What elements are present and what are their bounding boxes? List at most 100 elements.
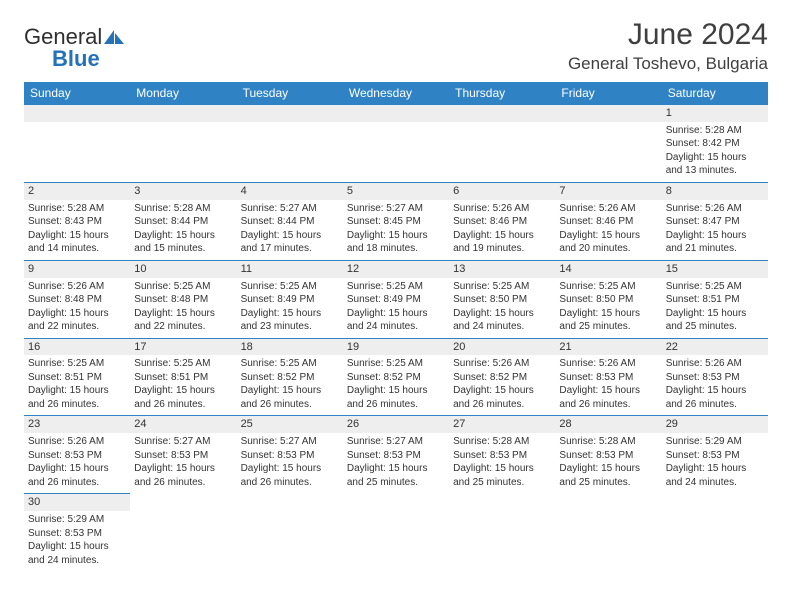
day-cell	[343, 511, 449, 571]
day-cell: Sunrise: 5:26 AMSunset: 8:52 PMDaylight:…	[449, 355, 555, 416]
day-details: Sunrise: 5:29 AMSunset: 8:53 PMDaylight:…	[28, 513, 126, 567]
day-cell: Sunrise: 5:26 AMSunset: 8:53 PMDaylight:…	[662, 355, 768, 416]
daynum-cell	[24, 105, 130, 122]
daynum-cell: 29	[662, 416, 768, 433]
day-details: Sunrise: 5:26 AMSunset: 8:53 PMDaylight:…	[28, 435, 126, 489]
daynum-cell: 24	[130, 416, 236, 433]
day-cell	[130, 511, 236, 571]
day-details: Sunrise: 5:27 AMSunset: 8:53 PMDaylight:…	[241, 435, 339, 489]
daynum-cell: 4	[237, 182, 343, 199]
day-details: Sunrise: 5:25 AMSunset: 8:51 PMDaylight:…	[666, 280, 764, 334]
dayname-saturday: Saturday	[662, 82, 768, 105]
day-cell: Sunrise: 5:27 AMSunset: 8:53 PMDaylight:…	[237, 433, 343, 494]
daynum-cell: 9	[24, 260, 130, 277]
daynum-cell: 13	[449, 260, 555, 277]
daynum-cell: 27	[449, 416, 555, 433]
dayname-sunday: Sunday	[24, 82, 130, 105]
week-3-daynums: 16171819202122	[24, 338, 768, 355]
day-cell: Sunrise: 5:26 AMSunset: 8:46 PMDaylight:…	[449, 200, 555, 261]
week-4-content: Sunrise: 5:26 AMSunset: 8:53 PMDaylight:…	[24, 433, 768, 494]
day-cell	[237, 511, 343, 571]
day-cell: Sunrise: 5:25 AMSunset: 8:51 PMDaylight:…	[24, 355, 130, 416]
day-details: Sunrise: 5:25 AMSunset: 8:52 PMDaylight:…	[347, 357, 445, 411]
daynum-cell: 8	[662, 182, 768, 199]
day-cell: Sunrise: 5:26 AMSunset: 8:53 PMDaylight:…	[24, 433, 130, 494]
location-label: General Toshevo, Bulgaria	[568, 54, 768, 74]
day-details: Sunrise: 5:28 AMSunset: 8:53 PMDaylight:…	[453, 435, 551, 489]
daynum-cell: 12	[343, 260, 449, 277]
daynum-cell	[343, 105, 449, 122]
daynum-cell: 3	[130, 182, 236, 199]
day-cell: Sunrise: 5:25 AMSunset: 8:50 PMDaylight:…	[449, 278, 555, 339]
dayname-tuesday: Tuesday	[237, 82, 343, 105]
daynum-cell: 16	[24, 338, 130, 355]
daynum-cell: 22	[662, 338, 768, 355]
daynum-cell: 6	[449, 182, 555, 199]
daynum-cell: 19	[343, 338, 449, 355]
daynum-cell: 15	[662, 260, 768, 277]
day-details: Sunrise: 5:26 AMSunset: 8:53 PMDaylight:…	[559, 357, 657, 411]
page-title: June 2024	[568, 18, 768, 52]
daynum-cell	[130, 494, 236, 511]
day-cell: Sunrise: 5:25 AMSunset: 8:50 PMDaylight:…	[555, 278, 661, 339]
daynum-cell: 2	[24, 182, 130, 199]
day-details: Sunrise: 5:26 AMSunset: 8:52 PMDaylight:…	[453, 357, 551, 411]
day-details: Sunrise: 5:26 AMSunset: 8:46 PMDaylight:…	[559, 202, 657, 256]
day-cell: Sunrise: 5:26 AMSunset: 8:53 PMDaylight:…	[555, 355, 661, 416]
day-cell	[130, 122, 236, 183]
daynum-cell: 20	[449, 338, 555, 355]
day-details: Sunrise: 5:27 AMSunset: 8:45 PMDaylight:…	[347, 202, 445, 256]
daynum-cell	[449, 494, 555, 511]
day-cell: Sunrise: 5:25 AMSunset: 8:48 PMDaylight:…	[130, 278, 236, 339]
daynum-cell: 30	[24, 494, 130, 511]
title-block: June 2024 General Toshevo, Bulgaria	[568, 18, 768, 74]
calendar-table: SundayMondayTuesdayWednesdayThursdayFrid…	[24, 82, 768, 571]
day-cell: Sunrise: 5:28 AMSunset: 8:53 PMDaylight:…	[449, 433, 555, 494]
daynum-cell: 10	[130, 260, 236, 277]
daynum-cell	[237, 494, 343, 511]
day-cell: Sunrise: 5:28 AMSunset: 8:42 PMDaylight:…	[662, 122, 768, 183]
dayname-row: SundayMondayTuesdayWednesdayThursdayFrid…	[24, 82, 768, 105]
week-3-content: Sunrise: 5:25 AMSunset: 8:51 PMDaylight:…	[24, 355, 768, 416]
day-cell: Sunrise: 5:25 AMSunset: 8:52 PMDaylight:…	[343, 355, 449, 416]
day-cell	[343, 122, 449, 183]
daynum-cell: 18	[237, 338, 343, 355]
daynum-cell: 25	[237, 416, 343, 433]
day-cell: Sunrise: 5:27 AMSunset: 8:44 PMDaylight:…	[237, 200, 343, 261]
daynum-cell: 21	[555, 338, 661, 355]
week-1-daynums: 2345678	[24, 182, 768, 199]
daynum-cell	[662, 494, 768, 511]
day-details: Sunrise: 5:27 AMSunset: 8:44 PMDaylight:…	[241, 202, 339, 256]
day-details: Sunrise: 5:26 AMSunset: 8:53 PMDaylight:…	[666, 357, 764, 411]
day-details: Sunrise: 5:27 AMSunset: 8:53 PMDaylight:…	[347, 435, 445, 489]
day-details: Sunrise: 5:25 AMSunset: 8:51 PMDaylight:…	[134, 357, 232, 411]
dayname-thursday: Thursday	[449, 82, 555, 105]
day-cell: Sunrise: 5:26 AMSunset: 8:48 PMDaylight:…	[24, 278, 130, 339]
day-details: Sunrise: 5:28 AMSunset: 8:42 PMDaylight:…	[666, 124, 764, 178]
day-details: Sunrise: 5:29 AMSunset: 8:53 PMDaylight:…	[666, 435, 764, 489]
daynum-cell	[343, 494, 449, 511]
daynum-cell	[130, 105, 236, 122]
dayname-monday: Monday	[130, 82, 236, 105]
day-cell: Sunrise: 5:26 AMSunset: 8:46 PMDaylight:…	[555, 200, 661, 261]
day-cell: Sunrise: 5:25 AMSunset: 8:51 PMDaylight:…	[662, 278, 768, 339]
day-details: Sunrise: 5:26 AMSunset: 8:46 PMDaylight:…	[453, 202, 551, 256]
daynum-cell: 14	[555, 260, 661, 277]
day-cell: Sunrise: 5:27 AMSunset: 8:53 PMDaylight:…	[343, 433, 449, 494]
day-cell	[24, 122, 130, 183]
day-cell: Sunrise: 5:28 AMSunset: 8:53 PMDaylight:…	[555, 433, 661, 494]
week-1-content: Sunrise: 5:28 AMSunset: 8:43 PMDaylight:…	[24, 200, 768, 261]
day-details: Sunrise: 5:26 AMSunset: 8:48 PMDaylight:…	[28, 280, 126, 334]
day-details: Sunrise: 5:26 AMSunset: 8:47 PMDaylight:…	[666, 202, 764, 256]
day-cell	[662, 511, 768, 571]
daynum-cell: 11	[237, 260, 343, 277]
week-0-daynums: 1	[24, 105, 768, 122]
day-cell	[237, 122, 343, 183]
day-cell	[555, 511, 661, 571]
day-details: Sunrise: 5:25 AMSunset: 8:48 PMDaylight:…	[134, 280, 232, 334]
day-details: Sunrise: 5:25 AMSunset: 8:51 PMDaylight:…	[28, 357, 126, 411]
daynum-cell: 17	[130, 338, 236, 355]
day-details: Sunrise: 5:25 AMSunset: 8:50 PMDaylight:…	[559, 280, 657, 334]
week-0-content: Sunrise: 5:28 AMSunset: 8:42 PMDaylight:…	[24, 122, 768, 183]
day-cell: Sunrise: 5:25 AMSunset: 8:49 PMDaylight:…	[343, 278, 449, 339]
